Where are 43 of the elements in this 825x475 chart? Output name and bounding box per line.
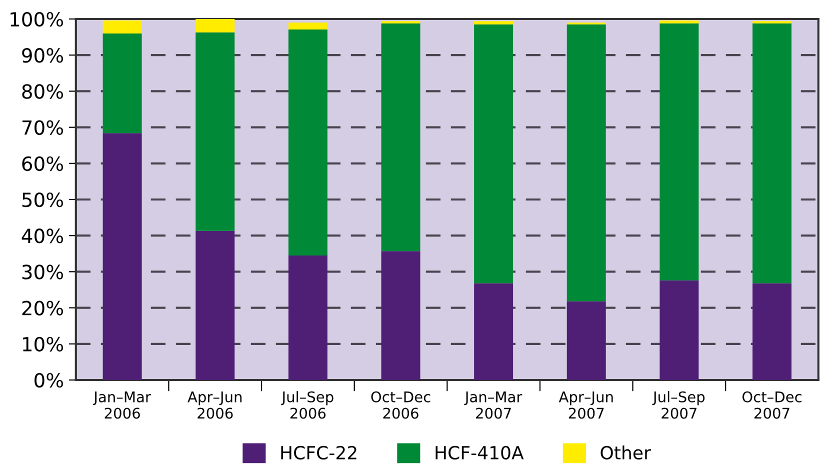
bar <box>660 20 699 24</box>
x-tick-label: Jul–Sep 2006 <box>280 391 334 419</box>
bar <box>474 21 514 24</box>
legend-label: HCF-410A <box>436 446 524 460</box>
bar <box>196 32 235 231</box>
y-tick-label: 0% <box>34 372 64 388</box>
bar <box>381 251 420 380</box>
x-tick-label: Apr–Jun 2007 <box>558 392 613 419</box>
bar <box>102 33 142 134</box>
bar <box>102 20 142 34</box>
bar <box>288 29 328 256</box>
bar <box>566 24 606 302</box>
y-tick-label: 30% <box>22 264 64 280</box>
bar <box>196 19 235 32</box>
legend-label: Other <box>600 446 651 460</box>
y-tick-label: 90% <box>22 48 64 63</box>
y-tick-label: 100% <box>10 12 64 27</box>
y-tick-label: 50% <box>22 192 64 208</box>
bar <box>752 283 792 380</box>
bar <box>660 280 699 380</box>
bar <box>752 23 792 284</box>
x-tick-label: Oct–Dec 2006 <box>371 391 430 419</box>
legend-label: HCFC-22 <box>281 446 356 460</box>
bar <box>288 22 328 30</box>
y-tick-label: 10% <box>23 336 64 352</box>
y-tick-label: 40% <box>22 228 64 244</box>
x-tick-label: Jul–Sep 2007 <box>652 391 705 419</box>
bar <box>381 23 420 252</box>
y-tick-label: 20% <box>22 300 64 316</box>
bar <box>196 230 235 380</box>
y-tick-label: 80% <box>22 84 64 99</box>
bar <box>288 255 328 380</box>
bar <box>660 23 699 280</box>
bar <box>102 133 142 380</box>
bar <box>474 24 514 284</box>
x-tick-label: Jan–Mar 2007 <box>464 392 522 419</box>
y-tick-label: 70% <box>22 120 64 135</box>
bar <box>566 301 606 380</box>
y-tick-label: 60% <box>22 156 64 172</box>
x-tick-label: Jan–Mar 2006 <box>92 392 151 419</box>
x-tick-label: Apr–Jun 2006 <box>188 392 242 419</box>
x-tick-label: Oct–Dec 2007 <box>742 391 802 419</box>
bar <box>474 283 514 380</box>
